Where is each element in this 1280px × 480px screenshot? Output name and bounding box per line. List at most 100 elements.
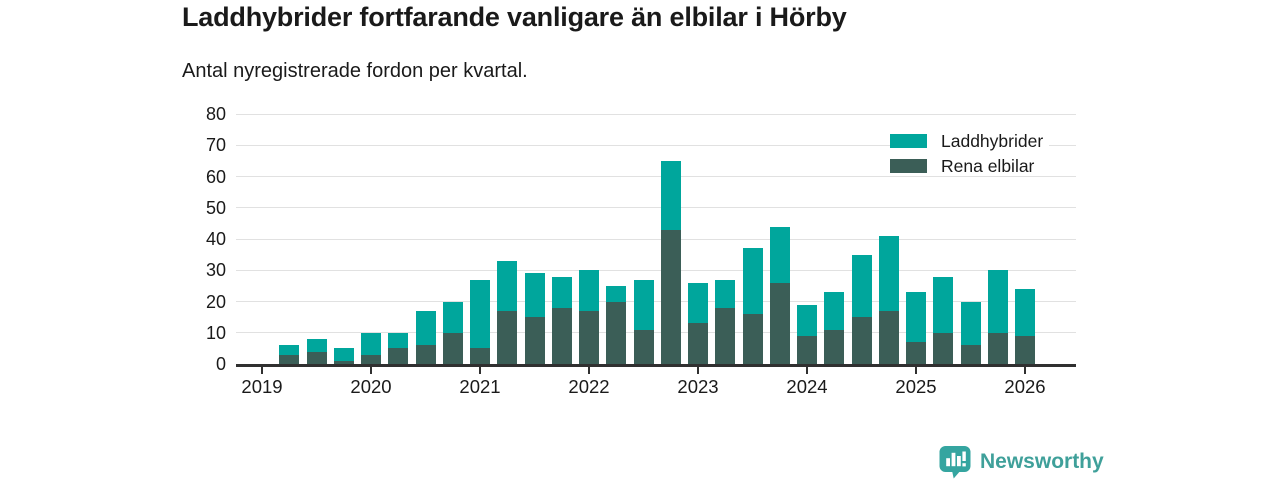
x-tick-label: 2022	[568, 376, 610, 397]
x-tick-mark	[915, 366, 917, 374]
bar-group	[960, 301, 981, 364]
chart-title: Laddhybrider fortfarande vanligare än el…	[182, 2, 847, 32]
bar-segment-rena-elbilar	[906, 342, 926, 364]
x-tick-mark	[806, 366, 808, 374]
bar-segment-laddhybrider	[851, 254, 872, 318]
bar-group	[579, 270, 599, 364]
legend-item: Laddhybrider	[890, 130, 1050, 151]
y-tick-label: 50	[205, 197, 226, 218]
bar-segment-rena-elbilar	[415, 345, 436, 364]
legend-label: Laddhybrider	[941, 130, 1044, 151]
y-tick-label: 70	[205, 135, 226, 156]
bar-segment-laddhybrider	[933, 276, 954, 333]
bar-segment-rena-elbilar	[851, 317, 872, 364]
bar-group	[797, 304, 817, 364]
bar-segment-rena-elbilar	[878, 310, 899, 364]
bar-group	[987, 270, 1008, 364]
bar-segment-laddhybrider	[606, 285, 627, 302]
y-tick-label: 30	[205, 260, 226, 281]
bar-segment-rena-elbilar	[333, 360, 354, 364]
bar-group	[660, 160, 681, 364]
bar-segment-laddhybrider	[333, 348, 354, 361]
bar-group	[851, 254, 872, 364]
gridline	[236, 113, 1076, 115]
newsworthy-brand-link[interactable]: Newsworthy	[938, 445, 1104, 479]
bar-segment-laddhybrider	[715, 279, 736, 308]
legend: Laddhybrider Rena elbilar	[890, 130, 1050, 176]
bar-segment-laddhybrider	[878, 235, 899, 311]
bar-group	[306, 339, 327, 364]
bar-group	[633, 279, 654, 364]
plot-area: 0 10 20 30 40 50 60 70 80 2019 2020 2021 2022 2023 20…	[206, 104, 1076, 397]
bar-segment-rena-elbilar	[633, 329, 654, 364]
gridline	[236, 238, 1076, 240]
y-tick-label: 0	[215, 354, 226, 374]
bar-segment-rena-elbilar	[769, 282, 790, 364]
bar-segment-laddhybrider	[824, 292, 845, 330]
bar-segment-laddhybrider	[688, 282, 708, 324]
bar-segment-laddhybrider	[306, 339, 327, 352]
bar-segment-laddhybrider	[1015, 289, 1035, 336]
legend-swatch	[890, 159, 927, 173]
x-tick-mark	[588, 366, 590, 374]
bar-group	[715, 279, 736, 364]
bar-group	[933, 276, 954, 364]
bar-segment-laddhybrider	[361, 332, 381, 355]
bar-segment-rena-elbilar	[442, 332, 463, 364]
bar-segment-rena-elbilar	[824, 329, 845, 364]
bar-segment-rena-elbilar	[742, 314, 763, 364]
bar-group	[361, 332, 381, 364]
gridline	[236, 176, 1076, 177]
bar-group	[524, 273, 545, 364]
x-axis-line	[236, 364, 1076, 367]
bar-segment-rena-elbilar	[933, 332, 954, 364]
gridline	[236, 144, 1076, 146]
bar-group	[824, 292, 845, 364]
x-tick-mark	[261, 366, 263, 374]
bar-segment-laddhybrider	[388, 332, 409, 349]
bar-segment-rena-elbilar	[388, 348, 409, 364]
y-tick-label: 20	[205, 291, 226, 312]
legend-item: Rena elbilar	[890, 156, 1050, 176]
bar-group	[279, 345, 300, 364]
bar-segment-laddhybrider	[551, 276, 572, 308]
x-tick-label: 2025	[895, 376, 937, 397]
bar-segment-laddhybrider	[524, 273, 545, 318]
bar-group	[742, 248, 763, 364]
bar-segment-rena-elbilar	[715, 307, 736, 364]
x-tick-mark	[370, 366, 372, 374]
bar-segment-rena-elbilar	[987, 332, 1008, 364]
y-tick-label: 60	[205, 166, 226, 187]
bar-segment-laddhybrider	[470, 279, 490, 349]
bar-segment-rena-elbilar	[688, 323, 708, 364]
bar-group	[688, 282, 708, 364]
bar-segment-rena-elbilar	[551, 307, 572, 364]
newsworthy-logo-icon	[939, 446, 971, 479]
bar-segment-laddhybrider	[279, 345, 300, 355]
bar-segment-rena-elbilar	[1015, 335, 1035, 364]
bar-segment-rena-elbilar	[279, 354, 300, 364]
x-tick-label: 2020	[350, 376, 392, 397]
bar-segment-rena-elbilar	[960, 345, 981, 364]
gridline	[236, 332, 1076, 334]
x-tick-mark	[697, 366, 699, 374]
bar-segment-laddhybrider	[987, 270, 1008, 333]
newsworthy-logo-text: Newsworthy	[980, 450, 1104, 473]
y-tick-label: 80	[205, 104, 226, 124]
gridline	[236, 207, 1076, 209]
bar-group	[551, 276, 572, 364]
x-tick-label: 2023	[677, 376, 719, 397]
bar-group	[415, 310, 436, 364]
bar-segment-rena-elbilar	[306, 351, 327, 364]
bar-group	[470, 279, 490, 364]
bar-segment-laddhybrider	[579, 270, 599, 311]
x-tick-label: 2019	[241, 376, 283, 397]
bar-segment-laddhybrider	[742, 248, 763, 314]
x-tick-mark	[1024, 366, 1026, 374]
x-tick-label: 2026	[1004, 376, 1046, 397]
y-tick-label: 10	[205, 322, 226, 343]
bar-group	[906, 292, 926, 364]
gridline	[236, 301, 1076, 302]
bar-segment-rena-elbilar	[606, 301, 627, 364]
x-tick-label: 2021	[459, 376, 501, 397]
